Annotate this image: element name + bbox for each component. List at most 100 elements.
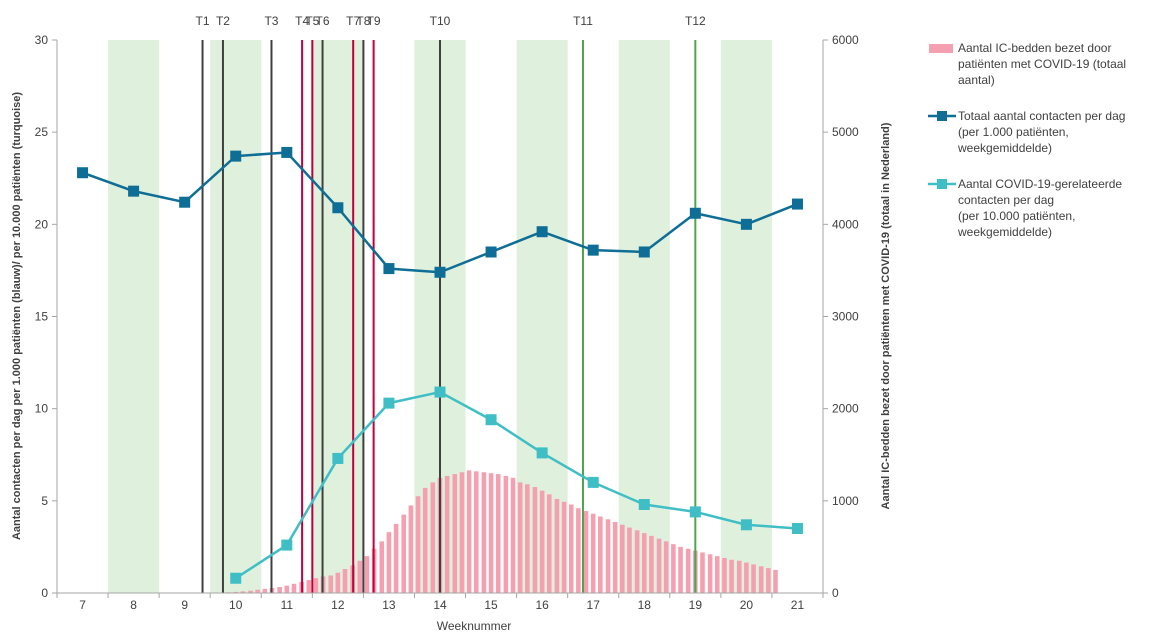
ic-bar (233, 591, 239, 593)
ic-bar (422, 487, 428, 593)
ic-bar (430, 482, 436, 593)
ic-bar (678, 546, 683, 593)
series-point-1 (536, 447, 548, 459)
shaded-week-20 (720, 40, 772, 593)
contact-lines-layer (77, 146, 803, 584)
legend-bar-swatch (929, 44, 953, 53)
series-point-0 (332, 202, 344, 214)
ic-bar (598, 516, 603, 593)
x-tick-label: 8 (130, 598, 137, 612)
ic-bar (452, 474, 458, 593)
series-point-0 (791, 198, 803, 210)
ic-bar (700, 552, 705, 593)
marker-label-t5: T5 (305, 14, 319, 28)
x-axis-title: Weeknummer (437, 619, 511, 633)
series-point-1 (383, 397, 395, 409)
marker-label-t7: T7 (346, 14, 360, 28)
ic-bar (707, 554, 713, 593)
legend-line-swatch-turquoise (928, 179, 956, 189)
ic-bar (649, 535, 654, 593)
marker-label-t11: T11 (573, 14, 593, 28)
right-tick-label: 2000 (832, 402, 859, 416)
series-point-0 (179, 196, 191, 208)
marker-label-t4: T4 (295, 14, 309, 28)
ic-bar (576, 508, 581, 593)
legend-label-total-contacts: Totaal aantal contacten per dag (per 1.0… (958, 109, 1126, 155)
series-point-1 (740, 519, 752, 531)
ic-bar (262, 588, 268, 593)
shaded-week-12 (312, 40, 364, 593)
x-tick-label: 14 (433, 598, 447, 612)
ic-bar (605, 519, 611, 593)
ic-bar (517, 482, 523, 593)
ic-bar (248, 590, 253, 593)
marker-label-t12: T12 (685, 14, 706, 28)
ic-bar (758, 566, 764, 593)
series-point-1 (587, 476, 599, 488)
ic-bar (459, 472, 465, 593)
series-line-1 (235, 390, 798, 580)
series-point-1 (434, 386, 446, 398)
ic-bar (612, 522, 618, 593)
series-point-0 (689, 207, 701, 219)
left-axis-title: Aantal contacten per dag per 1.000 patië… (11, 92, 23, 540)
ic-bar (379, 541, 385, 593)
left-tick-label: 30 (35, 33, 49, 47)
series-point-1 (791, 522, 803, 534)
shaded-week-18 (618, 40, 670, 593)
ic-bar (495, 474, 501, 593)
ic-bar (408, 505, 414, 593)
ic-bar (401, 514, 407, 593)
ic-bar (766, 568, 771, 593)
ic-bar (364, 556, 370, 593)
x-tick-label: 12 (331, 598, 345, 612)
series-point-0 (77, 167, 89, 179)
x-tick-label: 16 (535, 598, 549, 612)
ic-bar (744, 562, 749, 593)
series-point-1 (638, 499, 650, 511)
ic-bar (444, 475, 450, 593)
ic-bar (466, 470, 472, 593)
ic-bar (554, 498, 560, 593)
right-tick-label: 0 (832, 586, 839, 600)
series-point-1 (332, 452, 344, 464)
right-tick-label: 1000 (832, 494, 859, 508)
ic-bar (532, 487, 538, 593)
ic-bar (393, 523, 399, 593)
ic-bar (386, 532, 392, 593)
ic-bar (488, 473, 494, 593)
shaded-week-8 (108, 40, 160, 593)
ic-bar (722, 557, 727, 593)
ic-beds-bars-layer (218, 470, 778, 593)
ic-bar (415, 496, 421, 593)
ic-bar (671, 544, 676, 593)
series-point-0 (638, 246, 650, 258)
marker-label-t3: T3 (264, 14, 278, 28)
x-tick-label: 18 (638, 598, 652, 612)
ic-bar (539, 490, 545, 593)
axes-layer: 0 5 10 15 20 25 30 0 1000 2000 3000 4000 5000 6000 7 8 9… (35, 33, 859, 612)
right-axis-title: Aantal IC-bedden bezet door patiënten me… (880, 122, 892, 509)
ic-bar (773, 569, 778, 593)
ic-bar (313, 578, 319, 593)
ic-bar (525, 484, 530, 593)
left-tick-label: 20 (35, 217, 49, 231)
ic-bar (503, 475, 509, 593)
left-tick-label: 25 (35, 125, 49, 139)
legend-label-covid-contacts: Aantal COVID-19-gerelateerde contacten p… (958, 177, 1123, 239)
legend-line-swatch-blue (928, 111, 956, 121)
right-tick-label: 6000 (832, 33, 859, 47)
x-tick-label: 7 (79, 598, 86, 612)
series-point-0 (587, 244, 599, 256)
ic-bar (481, 472, 487, 593)
marker-label-t10: T10 (430, 14, 451, 28)
ic-bar (656, 538, 662, 593)
ic-bar (357, 560, 363, 593)
ic-bar (277, 587, 282, 593)
series-point-0 (230, 150, 242, 162)
marker-label-t6: T6 (316, 14, 330, 28)
shaded-week-10 (210, 40, 262, 593)
x-tick-label: 19 (689, 598, 703, 612)
x-tick-label: 17 (587, 598, 601, 612)
